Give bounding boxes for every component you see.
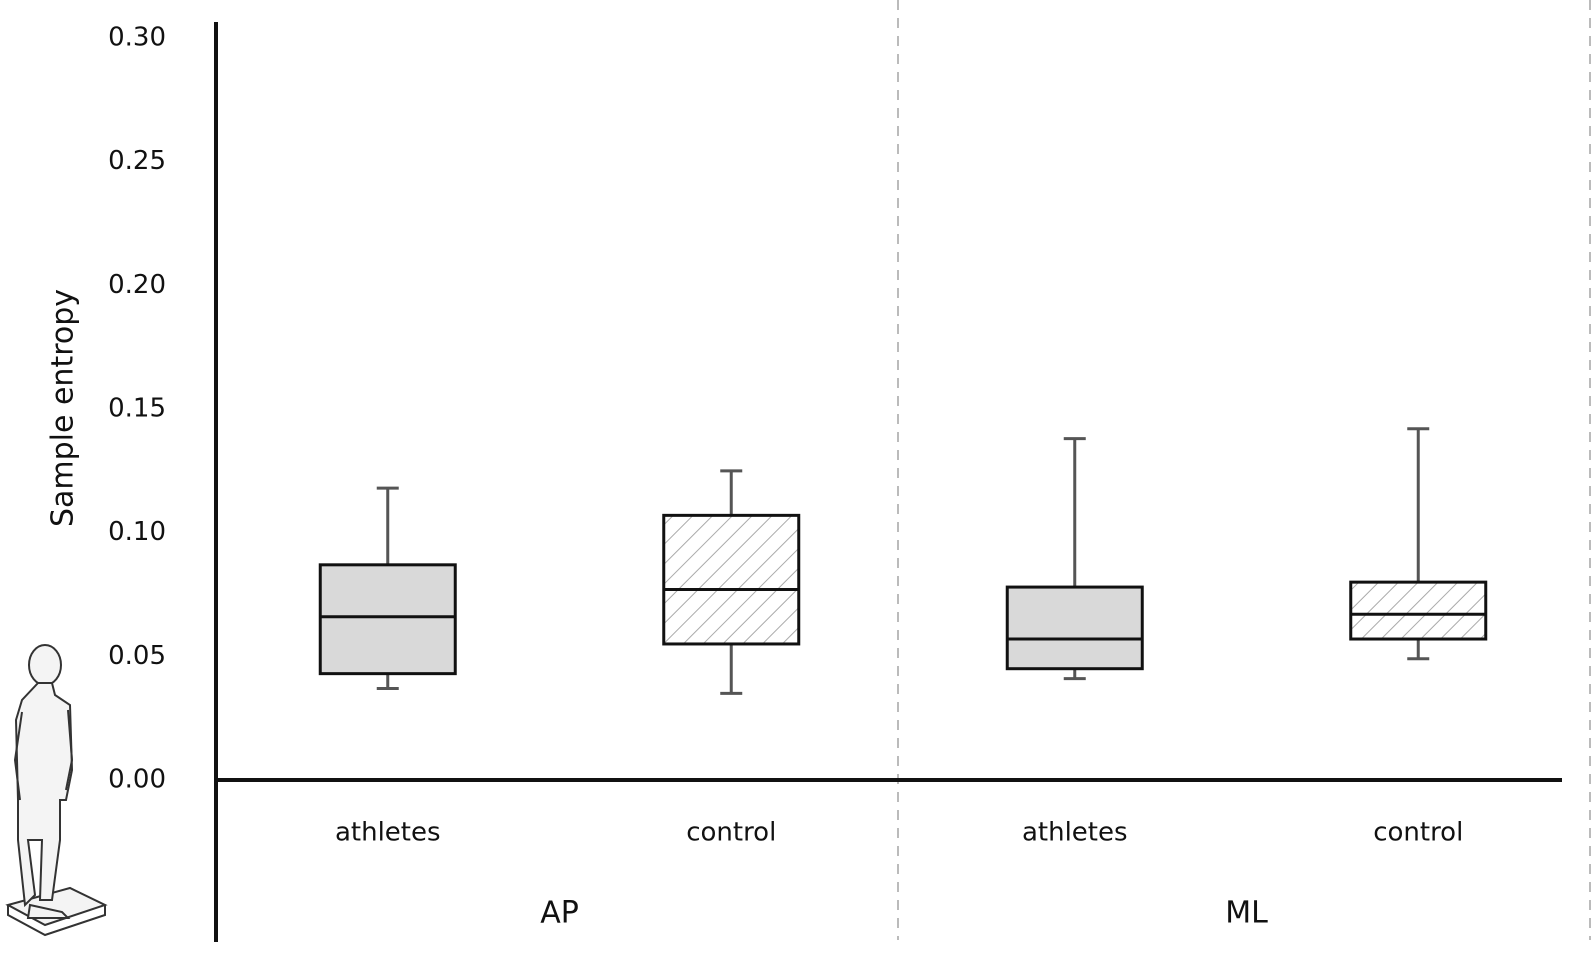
person-illustration [5,644,108,937]
box [1349,580,1488,641]
x-tick-label: control [1373,818,1463,848]
group-label: AP [540,896,579,931]
x-tick-label: athletes [335,818,441,848]
y-axis-label: Sample entropy [46,289,81,527]
box [1005,585,1144,671]
group-label: ML [1225,896,1268,931]
y-tick-label: 0.30 [108,23,166,53]
box [318,563,457,676]
box [662,513,801,646]
y-tick-label: 0.00 [108,765,166,795]
x-tick-label: control [686,818,776,848]
y-tick-label: 0.25 [108,146,166,176]
y-tick-label: 0.15 [108,394,166,424]
y-tick-label: 0.20 [108,270,166,300]
y-tick-label: 0.10 [108,517,166,547]
x-tick-label: athletes [1022,818,1128,848]
y-tick-label: 0.05 [108,641,166,671]
